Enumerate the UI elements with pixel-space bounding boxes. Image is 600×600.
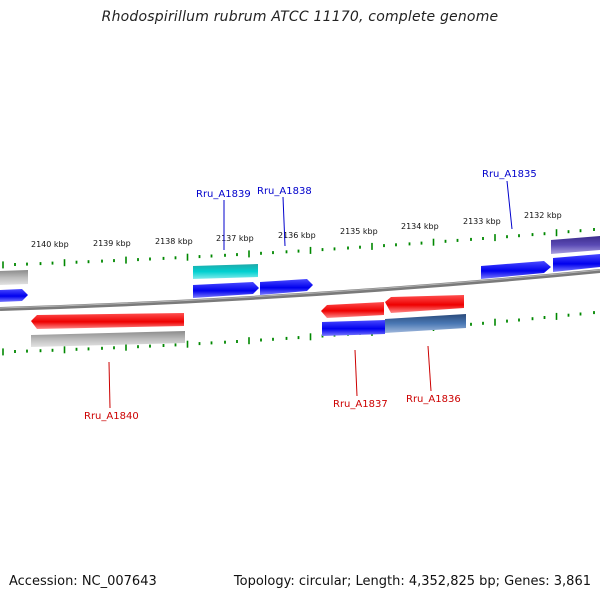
gene-ru-a1839[interactable] [193, 282, 259, 298]
leader-ru-a1837 [354, 349, 358, 397]
gene-ru-a1837[interactable] [321, 302, 384, 318]
leader-ru-a1835 [506, 180, 513, 230]
gene-right-edge-blue[interactable] [553, 254, 600, 272]
leader-ru-a1840 [108, 361, 111, 409]
gene-ru-a1836-steel[interactable] [385, 314, 466, 333]
accession-text: Accession: NC_007643 [9, 574, 157, 589]
genome-backbone [0, 269, 600, 311]
gene-label-ru-a1840[interactable]: Rru_A1840 [84, 411, 139, 422]
gene-ru-a1838[interactable] [260, 279, 313, 295]
gene-label-ru-a1835[interactable]: Rru_A1835 [482, 169, 537, 180]
gene-ru-a1839-cyan[interactable] [193, 264, 258, 279]
kbp-label-2135: 2135 kbp [340, 227, 378, 236]
gene-ru-a1836[interactable] [385, 295, 464, 313]
gene-ru-a1835[interactable] [481, 261, 551, 279]
kbp-label-2132: 2132 kbp [524, 211, 562, 220]
gene-right-edge-purple[interactable] [551, 236, 600, 254]
kbp-label-2140: 2140 kbp [31, 240, 69, 249]
gene-ru-a1840[interactable] [31, 313, 184, 329]
upper-tick-track [2, 228, 595, 269]
kbp-label-2136: 2136 kbp [278, 231, 316, 240]
kbp-label-2133: 2133 kbp [463, 217, 501, 226]
gene-label-ru-a1838[interactable]: Rru_A1838 [257, 186, 312, 197]
kbp-label-2139: 2139 kbp [93, 239, 131, 248]
kbp-label-2137: 2137 kbp [216, 234, 254, 243]
leader-ru-a1838 [282, 196, 286, 247]
gene-label-ru-a1839[interactable]: Rru_A1839 [196, 189, 251, 200]
gene-ru-a1837-blue[interactable] [322, 320, 385, 336]
kbp-label-2138: 2138 kbp [155, 237, 193, 246]
gene-label-ru-a1837[interactable]: Rru_A1837 [333, 399, 388, 410]
genome-title: Rhodospirillum rubrum ATCC 11170, comple… [101, 9, 499, 25]
gene-ru-a1840-grey[interactable] [31, 331, 185, 347]
gene-fwd-left-edge-grey[interactable] [0, 270, 28, 285]
genome-backbone-highlight [0, 269, 600, 309]
gene-label-ru-a1836[interactable]: Rru_A1836 [406, 394, 461, 405]
leader-ru-a1836 [427, 345, 432, 392]
gene-fwd-left-edge[interactable] [0, 289, 28, 302]
kbp-label-2134: 2134 kbp [401, 222, 439, 231]
genome-summary-text: Topology: circular; Length: 4,352,825 bp… [233, 574, 591, 589]
